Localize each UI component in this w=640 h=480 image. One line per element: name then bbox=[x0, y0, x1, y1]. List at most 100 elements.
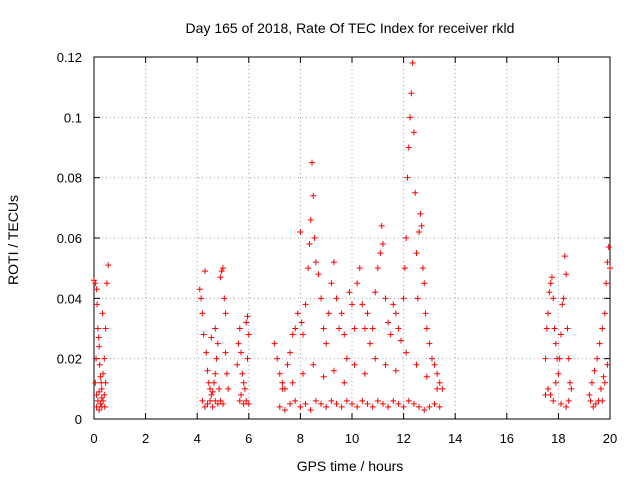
data-point bbox=[199, 397, 206, 404]
data-point bbox=[92, 379, 99, 386]
data-point bbox=[98, 385, 105, 392]
data-point bbox=[93, 391, 100, 398]
data-point bbox=[369, 403, 376, 410]
data-point bbox=[421, 280, 428, 287]
data-point bbox=[408, 90, 415, 97]
data-point bbox=[208, 391, 215, 398]
data-point bbox=[299, 331, 306, 338]
grid-lines bbox=[94, 57, 610, 419]
x-tick-label: 16 bbox=[500, 431, 514, 446]
x-tick-label: 18 bbox=[551, 431, 565, 446]
data-point bbox=[235, 340, 242, 347]
data-point bbox=[281, 406, 288, 413]
data-point bbox=[568, 385, 575, 392]
data-point bbox=[367, 340, 374, 347]
data-point bbox=[421, 406, 428, 413]
data-point bbox=[220, 400, 226, 407]
data-point bbox=[382, 361, 389, 368]
data-point bbox=[276, 403, 283, 410]
data-point bbox=[400, 403, 407, 410]
data-point bbox=[200, 331, 207, 338]
x-tick-label: 8 bbox=[297, 431, 304, 446]
data-point bbox=[428, 355, 435, 362]
data-point bbox=[310, 192, 317, 199]
data-point bbox=[343, 397, 350, 404]
x-tick-label: 0 bbox=[90, 431, 97, 446]
data-point bbox=[341, 331, 348, 338]
data-point bbox=[96, 406, 103, 413]
data-point bbox=[560, 295, 567, 302]
x-axis-label: GPS time / hours bbox=[297, 458, 404, 474]
data-point bbox=[234, 361, 241, 368]
data-point bbox=[597, 385, 604, 392]
data-point bbox=[222, 310, 229, 317]
data-point bbox=[600, 373, 607, 380]
data-point bbox=[217, 397, 224, 404]
data-point bbox=[426, 403, 433, 410]
data-point bbox=[607, 265, 613, 272]
data-point bbox=[299, 370, 306, 377]
data-point bbox=[220, 265, 226, 272]
data-point bbox=[557, 400, 564, 407]
data-point bbox=[351, 361, 358, 368]
x-tick-label: 10 bbox=[345, 431, 359, 446]
data-point bbox=[349, 400, 355, 407]
data-point bbox=[434, 385, 441, 392]
y-tick-label: 0.1 bbox=[64, 110, 82, 125]
data-point bbox=[403, 349, 410, 356]
data-point bbox=[594, 355, 601, 362]
data-point bbox=[379, 241, 386, 248]
data-point bbox=[556, 355, 563, 362]
data-point bbox=[213, 355, 220, 362]
data-point bbox=[243, 397, 250, 404]
data-point bbox=[101, 355, 108, 362]
data-point bbox=[555, 370, 562, 377]
data-point bbox=[564, 325, 571, 332]
data-point bbox=[379, 400, 386, 407]
data-point bbox=[545, 310, 552, 317]
x-tick-label: 20 bbox=[603, 431, 617, 446]
x-tick-label: 12 bbox=[396, 431, 410, 446]
data-point bbox=[102, 379, 109, 386]
data-point bbox=[407, 114, 414, 121]
data-point bbox=[297, 403, 304, 410]
data-point bbox=[596, 340, 603, 347]
data-point bbox=[94, 397, 101, 404]
axis-ticks bbox=[93, 56, 611, 420]
data-point bbox=[550, 295, 557, 302]
data-point bbox=[436, 403, 443, 410]
data-point bbox=[341, 379, 348, 386]
data-point bbox=[99, 310, 106, 317]
data-point bbox=[212, 325, 219, 332]
data-point bbox=[364, 310, 371, 317]
data-point bbox=[423, 373, 430, 380]
data-point bbox=[307, 406, 314, 413]
data-point bbox=[338, 310, 345, 317]
data-point bbox=[312, 259, 319, 266]
data-point bbox=[346, 289, 353, 296]
data-point bbox=[422, 310, 429, 317]
data-point bbox=[330, 367, 337, 374]
data-point bbox=[309, 159, 316, 166]
y-tick-label: 0 bbox=[75, 412, 82, 427]
data-point bbox=[238, 391, 245, 398]
data-point bbox=[96, 388, 103, 395]
data-point bbox=[439, 385, 446, 392]
data-point bbox=[101, 391, 108, 398]
data-point bbox=[417, 210, 424, 217]
data-point bbox=[405, 144, 412, 151]
chart-title: Day 165 of 2018, Rate Of TEC Index for r… bbox=[186, 20, 515, 36]
data-point bbox=[310, 361, 317, 368]
data-point bbox=[349, 301, 355, 308]
data-point bbox=[294, 310, 301, 317]
data-point bbox=[565, 355, 572, 362]
data-point bbox=[401, 265, 408, 272]
y-tick-labels: 0 0.02 0.04 0.06 0.08 0.1 0.12 bbox=[57, 50, 82, 427]
data-point bbox=[356, 265, 363, 272]
x-tick-label: 4 bbox=[194, 431, 201, 446]
data-point bbox=[395, 400, 402, 407]
data-point bbox=[243, 319, 250, 326]
data-point bbox=[395, 325, 402, 332]
data-point bbox=[239, 370, 246, 377]
